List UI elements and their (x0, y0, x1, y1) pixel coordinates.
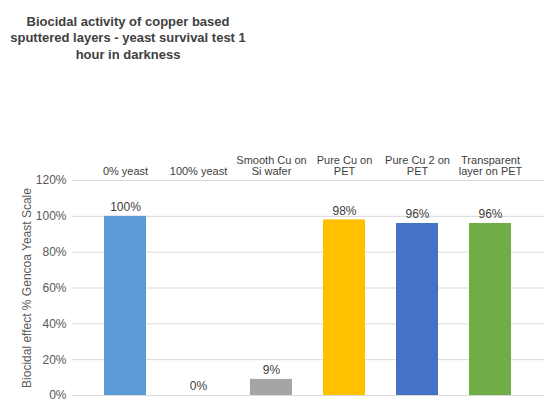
svg-text:Biocidal effect % Gencoa Yeast: Biocidal effect % Gencoa Yeast Scale (20, 188, 34, 388)
svg-text:96%: 96% (478, 207, 502, 221)
svg-text:100% yeast: 100% yeast (170, 165, 227, 177)
svg-text:20%: 20% (42, 353, 66, 367)
svg-text:Smooth Cu onSi wafer: Smooth Cu onSi wafer (236, 154, 306, 177)
svg-text:9%: 9% (263, 363, 281, 377)
svg-text:0%: 0% (49, 388, 67, 402)
svg-text:96%: 96% (405, 207, 429, 221)
svg-text:120%: 120% (36, 173, 67, 187)
svg-text:80%: 80% (42, 245, 66, 259)
svg-text:Pure Cu 2 onPET: Pure Cu 2 onPET (385, 154, 450, 177)
html-text:Biocidal activity of copper ba: Biocidal activity of copper based sputte… (10, 14, 246, 62)
svg-text:0%: 0% (190, 379, 208, 393)
svg-text:100%: 100% (110, 200, 141, 214)
svg-text:Transparentlayer on PET: Transparentlayer on PET (459, 154, 523, 177)
svg-text:98%: 98% (332, 204, 356, 218)
svg-text:60%: 60% (42, 281, 66, 295)
svg-text:Pure Cu onPET: Pure Cu onPET (317, 154, 373, 177)
svg-text:0% yeast: 0% yeast (103, 165, 148, 177)
svg-text:40%: 40% (42, 317, 66, 331)
svg-text:100%: 100% (36, 209, 67, 223)
